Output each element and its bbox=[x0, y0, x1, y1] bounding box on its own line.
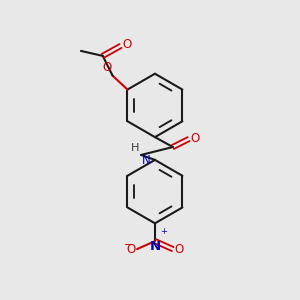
Text: N: N bbox=[149, 240, 161, 253]
Text: O: O bbox=[122, 38, 132, 52]
Text: O: O bbox=[102, 61, 112, 74]
Text: N: N bbox=[142, 154, 151, 167]
Text: +: + bbox=[160, 227, 167, 236]
Text: H: H bbox=[131, 143, 139, 153]
Text: O: O bbox=[190, 132, 200, 145]
Text: O: O bbox=[175, 243, 184, 256]
Text: −: − bbox=[124, 240, 133, 250]
Text: O: O bbox=[126, 243, 135, 256]
